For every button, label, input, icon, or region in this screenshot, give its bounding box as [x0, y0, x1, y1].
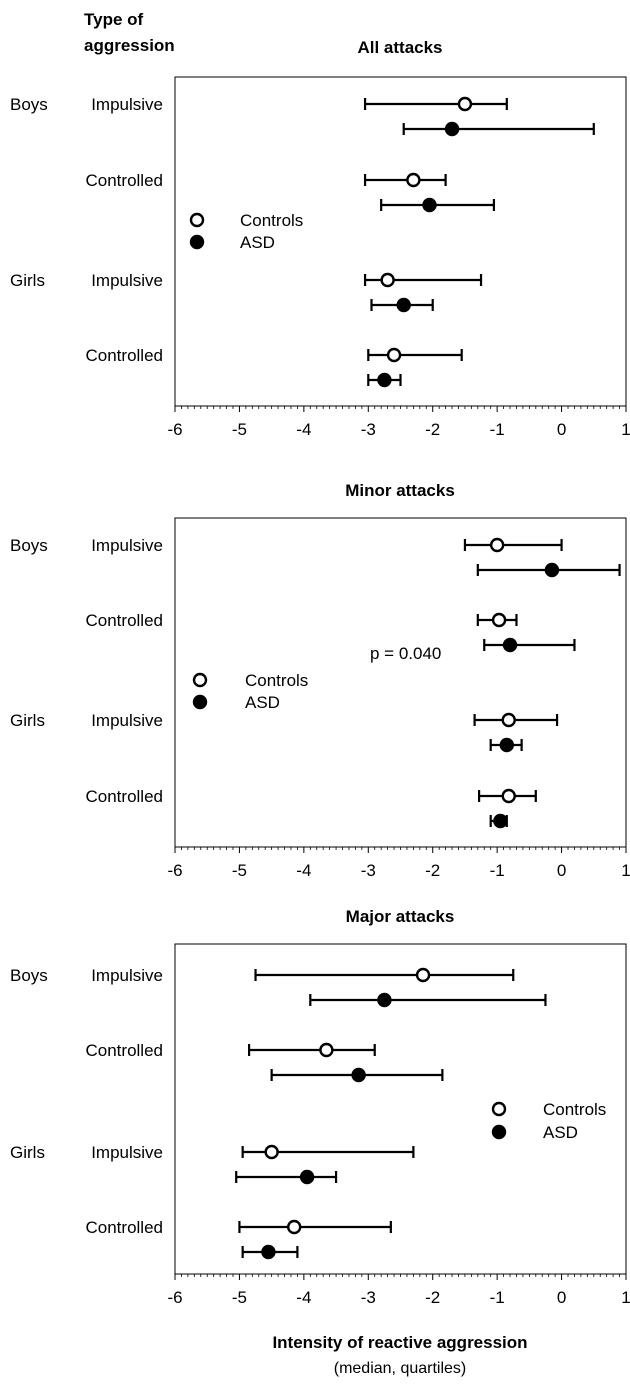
x-tick-label: 0 — [557, 861, 566, 880]
row-label: Controlled — [86, 171, 164, 190]
row-label: Impulsive — [91, 711, 163, 730]
x-tick-label: -6 — [167, 1288, 182, 1307]
controls-median-point — [319, 1042, 334, 1058]
legend-marker-controls — [189, 212, 205, 228]
controls-median-point — [406, 172, 421, 188]
panel-title: Minor attacks — [345, 481, 455, 500]
asd-median-point — [396, 297, 411, 313]
x-tick-label: -1 — [490, 420, 505, 439]
x-tick-label: 1 — [621, 1288, 630, 1307]
legend-label: Controls — [240, 211, 303, 230]
asd-median-point — [299, 1169, 315, 1185]
asd-median-point — [499, 737, 515, 753]
group-label-boys: Boys — [10, 966, 48, 985]
group-label-girls: Girls — [10, 1143, 45, 1162]
x-tick-label: -3 — [361, 861, 376, 880]
controls-median-point — [501, 712, 516, 728]
asd-median-point — [377, 992, 392, 1008]
row-label: Controlled — [86, 346, 164, 365]
x-axis-sublabel: (median, quartiles) — [334, 1360, 467, 1377]
x-tick-label: -3 — [361, 420, 376, 439]
asd-median-point — [544, 562, 560, 578]
x-tick-label: -4 — [296, 420, 311, 439]
row-label: Impulsive — [91, 536, 163, 555]
x-tick-label: -3 — [361, 1288, 376, 1307]
legend-label: Controls — [543, 1100, 606, 1119]
legend-marker-asd — [491, 1124, 507, 1140]
x-tick-label: -2 — [425, 861, 440, 880]
x-axis-label: Intensity of reactive aggression — [272, 1333, 527, 1352]
asd-median-point — [502, 637, 518, 653]
p-value-annotation: p = 0.040 — [370, 644, 441, 663]
group-label-girls: Girls — [10, 711, 45, 730]
row-label: Controlled — [86, 1041, 164, 1060]
asd-median-point — [493, 813, 508, 829]
group-label-girls: Girls — [10, 271, 45, 290]
controls-median-point — [386, 347, 402, 363]
chart-panel-1: All attacks -6 -5 -4 -3 -2 -1 0 1 Boys Girls Impuls… — [10, 38, 630, 439]
legend-label: ASD — [245, 693, 280, 712]
row-label: Impulsive — [91, 271, 163, 290]
controls-median-point — [264, 1144, 279, 1160]
x-tick-label: 1 — [621, 420, 630, 439]
row-label: Impulsive — [91, 1143, 163, 1162]
x-tick-label: -1 — [490, 1288, 505, 1307]
asd-median-point — [351, 1067, 366, 1083]
controls-median-point — [457, 96, 473, 112]
x-tick-label: -6 — [167, 420, 182, 439]
row-label: Controlled — [86, 1218, 164, 1237]
group-label-boys: Boys — [10, 536, 48, 555]
controls-median-point — [286, 1219, 302, 1235]
chart-panel-3: Major attacks -6 -5 -4 -3 -2 -1 0 1 Boys Girls Impu… — [10, 907, 630, 1307]
legend-label: Controls — [245, 671, 308, 690]
asd-median-point — [422, 197, 437, 213]
legend-marker-asd — [189, 234, 205, 250]
x-tick-label: -2 — [425, 1288, 440, 1307]
x-tick-label: -5 — [232, 861, 247, 880]
asd-median-point — [377, 372, 392, 388]
legend-marker-asd — [192, 694, 208, 710]
panel-title: All attacks — [357, 38, 442, 57]
x-tick-label: 0 — [557, 1288, 566, 1307]
legend-marker-controls — [192, 672, 208, 688]
header-line-1: Type of — [84, 10, 144, 29]
x-tick-label: -5 — [232, 420, 247, 439]
controls-median-point — [501, 788, 516, 804]
x-tick-label: -6 — [167, 861, 182, 880]
panel-title: Major attacks — [346, 907, 455, 926]
x-tick-label: -5 — [232, 1288, 247, 1307]
x-tick-label: -1 — [490, 861, 505, 880]
controls-median-point — [380, 272, 395, 288]
legend-label: ASD — [240, 233, 275, 252]
controls-median-point — [491, 612, 507, 628]
header-line-2: aggression — [84, 36, 175, 55]
row-label: Impulsive — [91, 966, 163, 985]
x-tick-label: -4 — [296, 861, 311, 880]
controls-median-point — [489, 537, 505, 553]
row-label: Controlled — [86, 611, 164, 630]
chart-panel-2: Minor attacks -6 -5 -4 -3 -2 -1 0 1 Boys Girls Impu… — [10, 481, 630, 880]
x-tick-label: 0 — [557, 420, 566, 439]
row-label: Controlled — [86, 787, 164, 806]
controls-median-point — [415, 967, 431, 983]
legend-label: ASD — [543, 1123, 578, 1142]
asd-median-point — [444, 121, 460, 137]
x-tick-label: 1 — [621, 861, 630, 880]
legend-marker-controls — [491, 1101, 507, 1117]
row-label: Impulsive — [91, 95, 163, 114]
group-label-boys: Boys — [10, 95, 48, 114]
x-tick-label: -2 — [425, 420, 440, 439]
asd-median-point — [261, 1244, 276, 1260]
x-tick-label: -4 — [296, 1288, 311, 1307]
